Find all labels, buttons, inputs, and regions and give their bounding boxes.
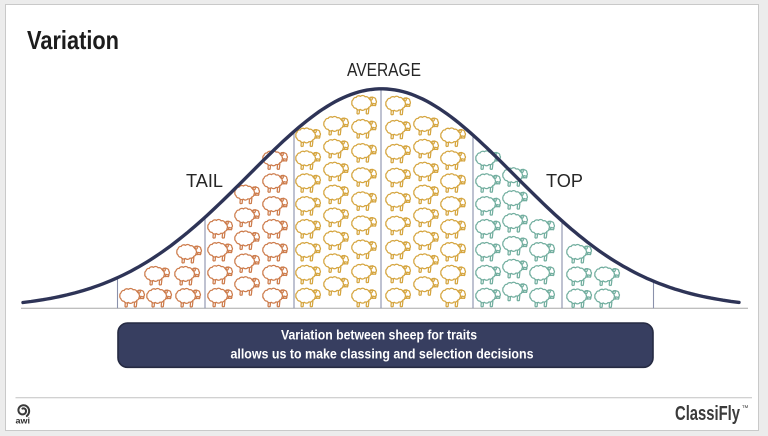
svg-text:Variation: Variation bbox=[27, 25, 119, 55]
svg-text:TOP: TOP bbox=[546, 171, 583, 191]
svg-text:TAIL: TAIL bbox=[186, 171, 223, 191]
svg-text:ClassiFly: ClassiFly bbox=[675, 402, 740, 425]
svg-text:allows us to make classing and: allows us to make classing and selection… bbox=[231, 346, 534, 362]
svg-text:awi: awi bbox=[16, 417, 31, 426]
svg-text:™: ™ bbox=[742, 405, 749, 412]
svg-text:AVERAGE: AVERAGE bbox=[347, 60, 421, 80]
svg-text:Variation between sheep for tr: Variation between sheep for traits bbox=[281, 327, 477, 343]
